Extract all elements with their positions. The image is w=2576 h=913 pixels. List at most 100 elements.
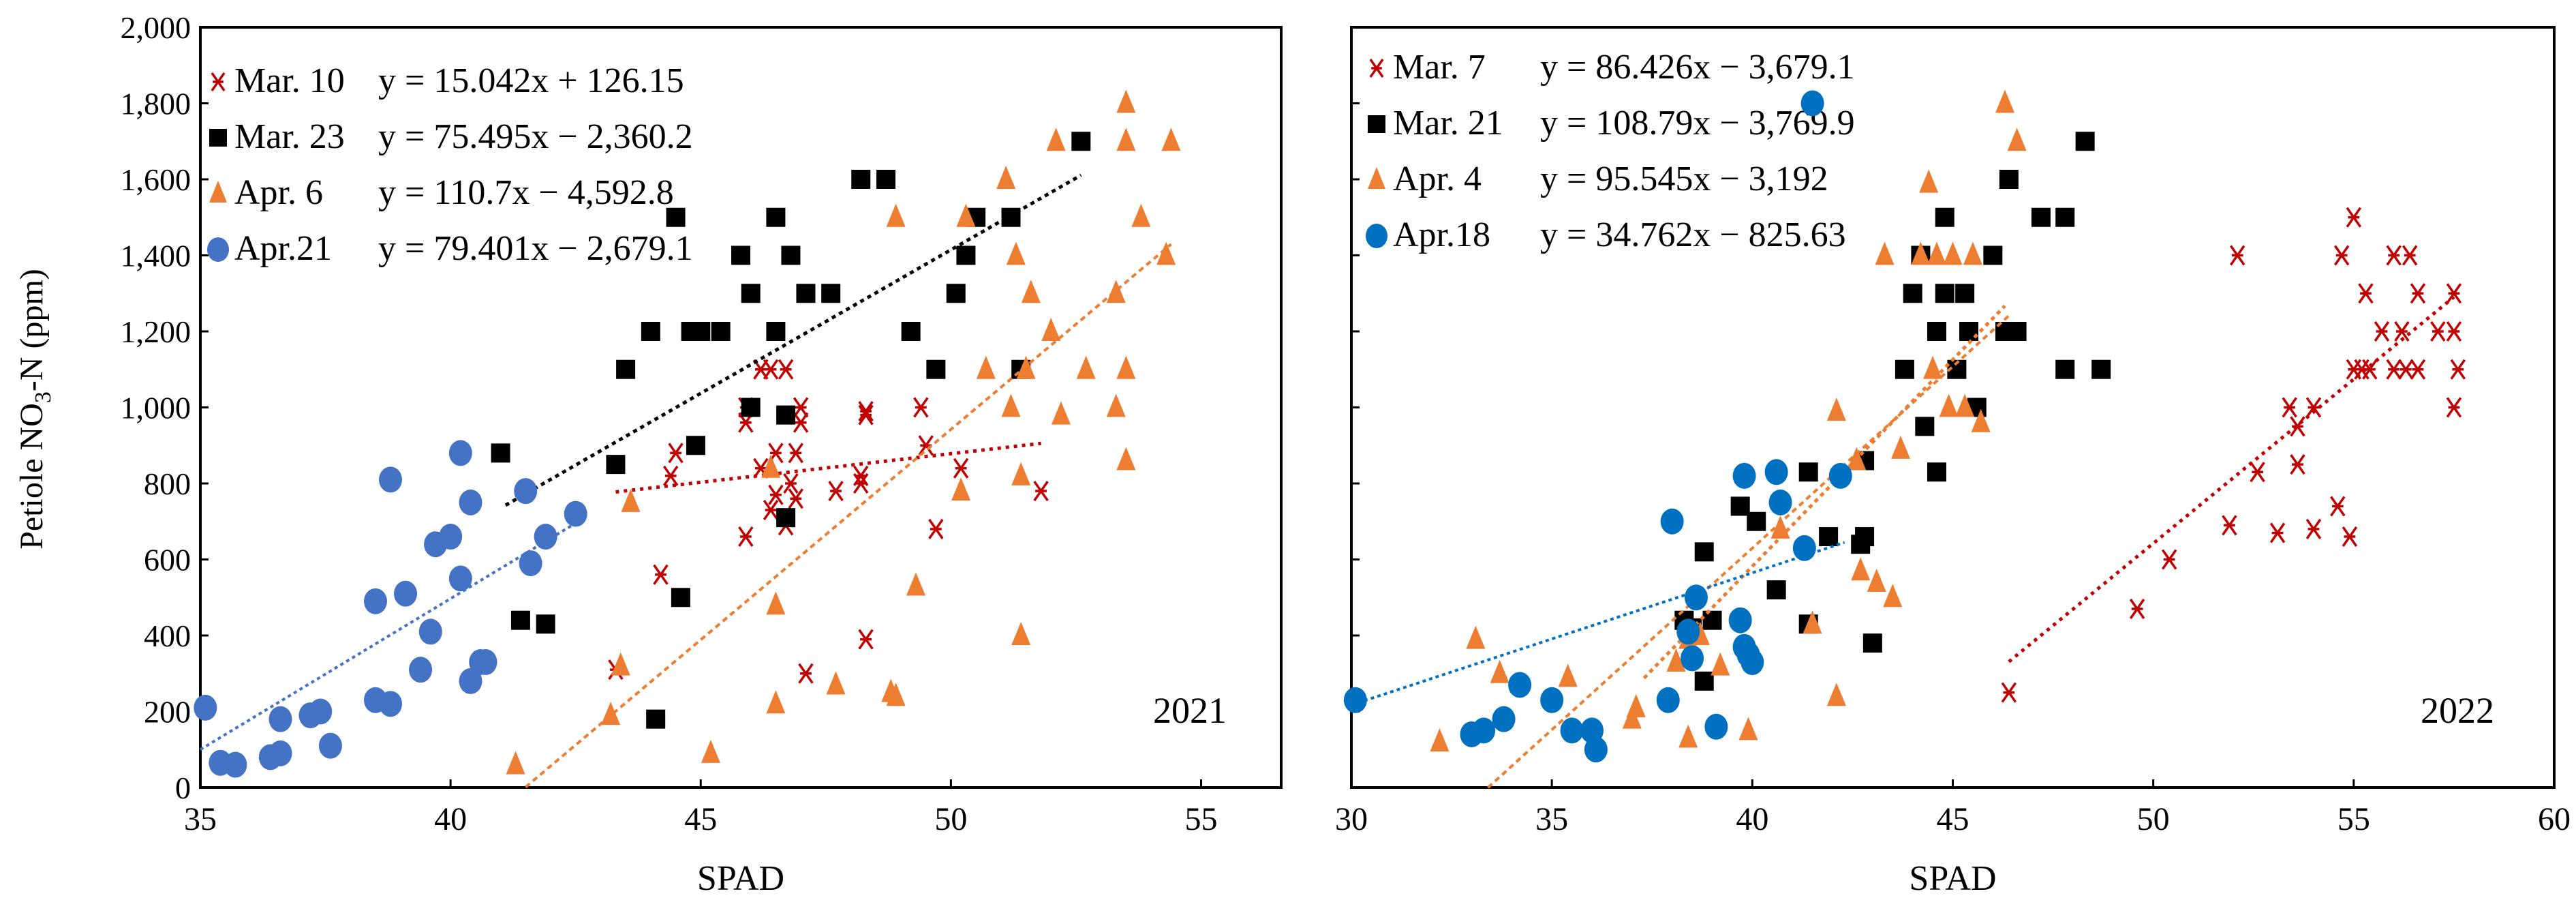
square-marker — [741, 284, 761, 303]
series-apr-18 — [1343, 90, 1852, 763]
legend-label: Mar. 7 — [1393, 48, 1486, 87]
square-marker — [671, 588, 690, 608]
asterisk-marker — [853, 473, 869, 494]
circle-marker — [459, 668, 482, 694]
triangle-marker — [1626, 693, 1646, 717]
circle-marker — [1366, 224, 1387, 248]
triangle-marker — [1803, 610, 1822, 634]
asterisk-marker — [928, 518, 944, 539]
legend-equation: y = 110.7x − 4,592.8 — [378, 173, 674, 212]
circle-marker — [1684, 584, 1708, 611]
legend-equation: y = 79.401x − 2,679.1 — [378, 229, 693, 268]
asterisk-marker — [2386, 359, 2402, 380]
asterisk-marker — [788, 488, 804, 509]
asterisk-marker — [662, 465, 679, 486]
asterisk-marker — [2410, 359, 2426, 380]
asterisk-marker — [2269, 522, 2286, 543]
square-marker — [2055, 359, 2075, 379]
square-marker — [1935, 207, 1954, 227]
square-marker — [1862, 633, 1882, 653]
x-tick-label: 60 — [2538, 801, 2571, 837]
circle-marker — [519, 550, 542, 577]
year-label: 2021 — [1153, 690, 1227, 731]
triangle-marker — [1116, 89, 1136, 113]
triangle-marker — [1963, 241, 1982, 265]
asterisk-marker — [853, 465, 869, 486]
y-tick-label: 1,400 — [121, 239, 191, 273]
asterisk-marker — [913, 397, 929, 418]
asterisk-marker — [2290, 416, 2305, 437]
square-marker — [1903, 284, 1922, 303]
asterisk-marker — [763, 500, 779, 521]
triangle-marker — [1116, 355, 1136, 379]
legend-label: Mar. 23 — [234, 117, 345, 156]
series-mar-10 — [608, 359, 1049, 684]
square-marker — [491, 443, 510, 463]
x-tick-label: 35 — [184, 801, 217, 837]
y-tick-label: 2,000 — [121, 10, 191, 45]
square-marker — [1927, 462, 1946, 482]
circle-marker — [534, 524, 557, 550]
y-tick-label: 0 — [175, 770, 191, 805]
circle-marker — [409, 657, 433, 683]
asterisk-marker — [2129, 598, 2145, 619]
asterisk-marker — [798, 663, 814, 684]
triangle-marker — [1927, 241, 1946, 265]
asterisk-marker — [953, 458, 969, 479]
circle-marker — [1681, 645, 1704, 672]
circle-marker — [1492, 706, 1516, 732]
x-tick-label: 35 — [1535, 801, 1568, 837]
circle-marker — [1768, 489, 1792, 515]
triangle-marker — [1971, 408, 1991, 432]
asterisk-marker — [2410, 283, 2426, 304]
circle-marker — [1676, 618, 1700, 645]
trendline — [199, 522, 577, 751]
legend-equation: y = 34.762x − 825.63 — [1540, 215, 1846, 254]
trendline — [2008, 295, 2455, 663]
triangle-marker — [1021, 280, 1041, 303]
square-marker — [901, 322, 921, 341]
square-marker — [616, 359, 636, 379]
y-tick-label: 1,600 — [121, 162, 191, 197]
asterisk-marker — [2305, 518, 2322, 539]
square-marker — [821, 284, 841, 303]
asterisk-marker — [2346, 207, 2362, 228]
square-marker — [1915, 417, 1935, 436]
asterisk-marker — [211, 72, 226, 92]
asterisk-marker — [653, 564, 669, 585]
y-tick-label: 1,800 — [121, 87, 191, 121]
square-marker — [2007, 322, 2027, 341]
trendline — [1487, 314, 2010, 789]
series-mar-23 — [491, 132, 1091, 729]
triangle-marker — [2007, 128, 2027, 151]
triangle-marker — [1368, 167, 1385, 189]
x-axis-label: SPAD — [1909, 859, 1996, 898]
asterisk-marker — [2282, 397, 2297, 418]
y-axis-label: Petiole NO3-N (ppm) — [14, 269, 56, 550]
x-tick-label: 40 — [1736, 801, 1768, 837]
asterisk-marker — [788, 443, 804, 464]
circle-marker — [1343, 687, 1367, 713]
circle-marker — [1508, 672, 1532, 698]
asterisk-marker — [2222, 515, 2237, 536]
triangle-marker — [1955, 393, 1975, 417]
y-tick-label: 200 — [144, 695, 191, 730]
asterisk-marker — [858, 404, 874, 425]
circle-marker — [1540, 687, 1564, 713]
x-tick-label: 45 — [1937, 801, 1969, 837]
square-marker — [536, 614, 555, 634]
circle-marker — [448, 440, 472, 466]
circle-marker — [1560, 717, 1584, 744]
triangle-marker — [826, 671, 846, 695]
triangle-marker — [761, 454, 781, 478]
asterisk-marker — [2290, 454, 2305, 475]
x-tick-label: 45 — [684, 801, 717, 837]
triangle-marker — [1738, 717, 1758, 740]
triangle-marker — [1851, 557, 1871, 581]
trendline — [1351, 541, 1845, 706]
square-marker — [1694, 542, 1714, 562]
triangle-marker — [1666, 648, 1686, 672]
triangle-marker — [1826, 683, 1846, 706]
triangle-marker — [881, 678, 901, 702]
